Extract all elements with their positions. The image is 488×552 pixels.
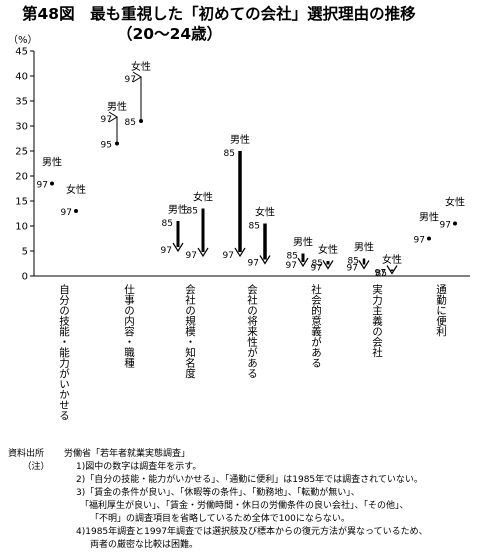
- cat3-female-end-year: 97: [248, 259, 259, 269]
- cat4-male-start-year: 85: [287, 252, 298, 262]
- cat2-male-arrow-head: [172, 242, 184, 253]
- cat4-male-end-year: 97: [286, 261, 297, 271]
- category-labels: 自分の技能・能力がいかせる 仕事の内容・職種 会社の規模・知名度 会社の将来性がある 社…: [58, 283, 447, 420]
- note-label: （注）: [22, 462, 50, 472]
- cat1-male-start-year: 95: [101, 141, 112, 151]
- category-label-4: 社会的意義がある: [310, 283, 322, 368]
- cat1-female-start-point: [139, 119, 143, 123]
- cat6-female-gender-label: 女性: [445, 196, 465, 209]
- cat5-male-start-year: 85: [348, 257, 359, 267]
- cat0-female-point: [74, 209, 78, 213]
- y-tick-label-15: 15: [15, 197, 28, 208]
- note-3b: 「福利厚生が良い」、「賃金・労働時間・休日の労働条件の良い会社」、「その他」、: [80, 501, 409, 511]
- cat2-female-gender-label: 女性: [193, 191, 213, 204]
- y-axis-label: （%）: [8, 34, 38, 46]
- cat4-female-end-year: 97: [311, 264, 322, 274]
- cat0-female-gender-label: 女性: [66, 183, 86, 196]
- cat5-male-gender-label: 男性: [354, 241, 374, 254]
- note-1: 1)図中の数字は調査年を示す。: [76, 462, 202, 472]
- chart-title: 第48図 最も重視した「初めての会社」選択理由の推移: [22, 5, 416, 23]
- cat2-male-end-year: 97: [161, 246, 172, 256]
- category-label-2: 会社の規模・知名度: [184, 283, 196, 379]
- cat1-female-gender-label: 女性: [131, 60, 151, 73]
- cat4-male-arrow-head: [297, 257, 309, 268]
- y-tick-label-30: 30: [15, 122, 28, 133]
- cat6-female-year-label: 97: [440, 221, 451, 231]
- cat2-female-end-year: 97: [186, 251, 197, 261]
- cat5-female-arrow-head: [386, 265, 398, 275]
- y-tick-label-35: 35: [15, 97, 28, 108]
- y-tick-label-0: 0: [22, 272, 28, 283]
- y-tick-label-45: 45: [15, 47, 28, 58]
- cat6-male-year-label: 97: [414, 236, 425, 246]
- cat3-female-start-year: 85: [249, 222, 260, 232]
- cat3-male-gender-label: 男性: [230, 133, 250, 146]
- cat0-male-point: [50, 181, 54, 186]
- note-4a: 4)1985年調査と1997年調査では選択肢及び標本からの復元方法が異なっている…: [76, 527, 428, 537]
- y-tick-label-40: 40: [15, 72, 28, 83]
- notes: 資料出所 労働省「若年者就業実態調査」 （注） 1)図中の数字は調査年を示す。 2)…: [8, 448, 428, 552]
- category-label-0: 自分の技能・能力がいかせる: [58, 283, 70, 420]
- note-3c: 「不明」の調査項目を省略しているため全体で100にならない。: [90, 514, 350, 524]
- cat0-male-gender-label: 男性: [42, 156, 62, 169]
- cat5-female-end-year: 97: [375, 269, 386, 279]
- cat5-male-end-year: 97: [347, 264, 358, 274]
- source-text: 労働省「若年者就業実態調査」: [64, 449, 191, 459]
- note-4b: 両者の厳密な比較は困難。: [90, 540, 199, 550]
- cat2-male-start-year: 85: [162, 219, 173, 229]
- cat4-female-start-year: 85: [312, 259, 323, 269]
- cat4-female-arrow-head: [322, 260, 334, 270]
- note-2: 2)「自分の技能・能力がいかせる」、「通勤に便利」は1985年では調査されていな…: [76, 475, 423, 485]
- cat5-male-arrow-head: [358, 260, 370, 270]
- category-label-3: 会社の将来性がある: [246, 283, 258, 378]
- cat0-female-year-label: 97: [61, 208, 72, 218]
- cat3-male-end-year: 97: [223, 251, 234, 261]
- cat5-female-gender-label: 女性: [382, 253, 402, 266]
- chart-subtitle: （20～24歳）: [117, 25, 223, 43]
- cat6-female-point: [453, 221, 457, 226]
- cat2-female-arrow-head: [197, 247, 209, 258]
- cat1-male-gender-label: 男性: [107, 100, 127, 113]
- cat6-male-point: [427, 236, 431, 241]
- cat3-male-arrow-head: [234, 247, 246, 258]
- cat3-male-start-year: 85: [224, 149, 235, 159]
- cat3-female-arrow-head: [259, 255, 271, 265]
- cat6-male-gender-label: 男性: [419, 211, 439, 224]
- y-tick-label-20: 20: [15, 172, 28, 183]
- cat1-female-start-year: 85: [125, 118, 136, 128]
- category-label-6: 通勤に便利: [435, 284, 447, 337]
- cat1-female-end-year: 97: [125, 75, 136, 85]
- note-3a: 3)「賃金の条件が良い」、「休暇等の条件」、「勤務地」、「転勤が無い」、: [76, 488, 360, 498]
- cat1-male-start-point: [115, 141, 119, 146]
- cat0-male-year-label: 97: [37, 181, 48, 191]
- cat2-male-gender-label: 男性: [168, 203, 188, 216]
- cat2-female-start-year: 85: [187, 207, 198, 217]
- y-tick-label-25: 25: [15, 147, 28, 158]
- source-label: 資料出所: [8, 449, 45, 459]
- y-axis: 0 5 10 15 20 25 30 35 40 45: [15, 47, 470, 283]
- cat5-female-start-year: 85: [376, 269, 387, 279]
- cat4-female-gender-label: 女性: [318, 243, 338, 256]
- category-label-5: 実力主義の会社: [371, 283, 383, 358]
- cat1-male-end-year: 97: [101, 115, 112, 125]
- cat3-female-gender-label: 女性: [255, 206, 275, 219]
- y-tick-label-10: 10: [15, 222, 28, 233]
- cat4-male-gender-label: 男性: [293, 236, 313, 249]
- y-tick-label-5: 5: [22, 247, 28, 258]
- category-label-1: 仕事の内容・職種: [123, 283, 135, 369]
